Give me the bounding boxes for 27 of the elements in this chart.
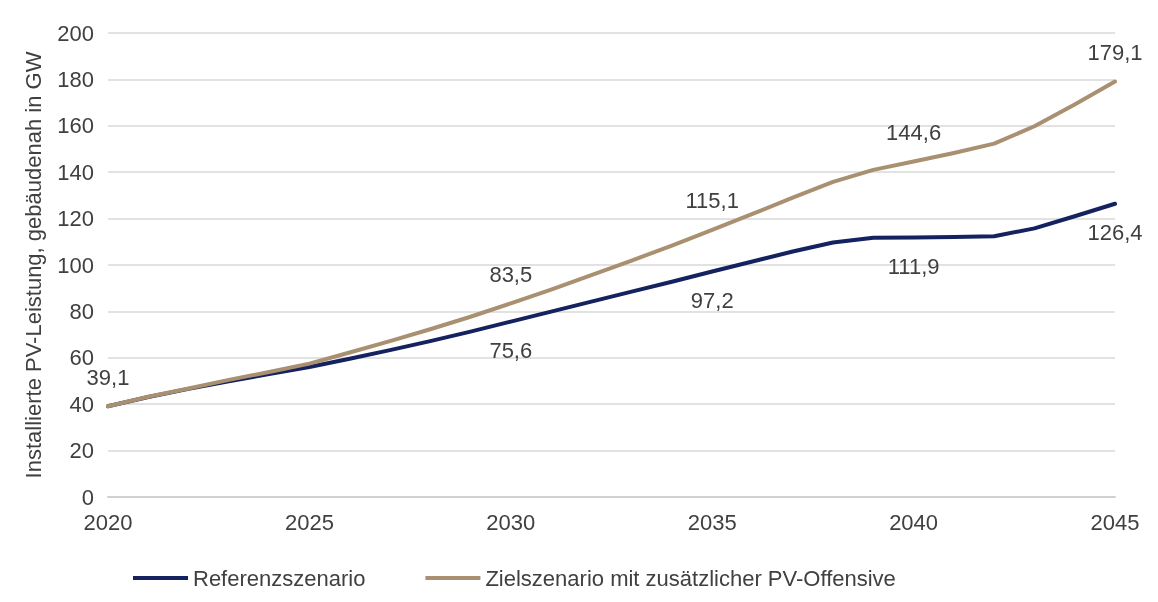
x-tick-label: 2045: [1090, 509, 1140, 535]
data-label: 144,6: [886, 120, 942, 146]
data-label: 83,5: [489, 261, 533, 287]
legend-label: Referenzszenario: [193, 565, 366, 591]
y-tick-label: 100: [57, 252, 94, 278]
y-axis-title: Installierte PV-Leistung, gebäudenah in GW: [20, 51, 46, 479]
data-label: 97,2: [690, 288, 734, 313]
y-tick-label: 120: [57, 206, 94, 232]
x-tick-label: 2020: [83, 509, 133, 535]
y-tick-label: 140: [57, 159, 94, 185]
x-tick-label: 2040: [889, 509, 939, 535]
data-label: 75,6: [489, 338, 533, 364]
legend-label: Zielszenario mit zusätzlicher PV-Offensive: [485, 565, 896, 591]
x-tick-label: 2030: [486, 509, 536, 535]
y-tick-label: 180: [57, 66, 94, 92]
y-tick-label: 0: [81, 484, 94, 510]
data-label: 111,9: [887, 253, 940, 279]
x-tick-label: 2025: [284, 509, 334, 535]
data-label: 126,4: [1087, 220, 1143, 246]
data-label: 115,1: [685, 188, 739, 214]
y-tick-label: 20: [69, 438, 94, 464]
y-tick-label: 40: [69, 391, 94, 417]
x-tick-label: 2035: [687, 509, 737, 535]
y-tick-label: 80: [69, 298, 94, 324]
y-tick-label: 200: [57, 20, 94, 46]
y-tick-label: 160: [57, 113, 94, 139]
data-label: 179,1: [1087, 39, 1143, 65]
